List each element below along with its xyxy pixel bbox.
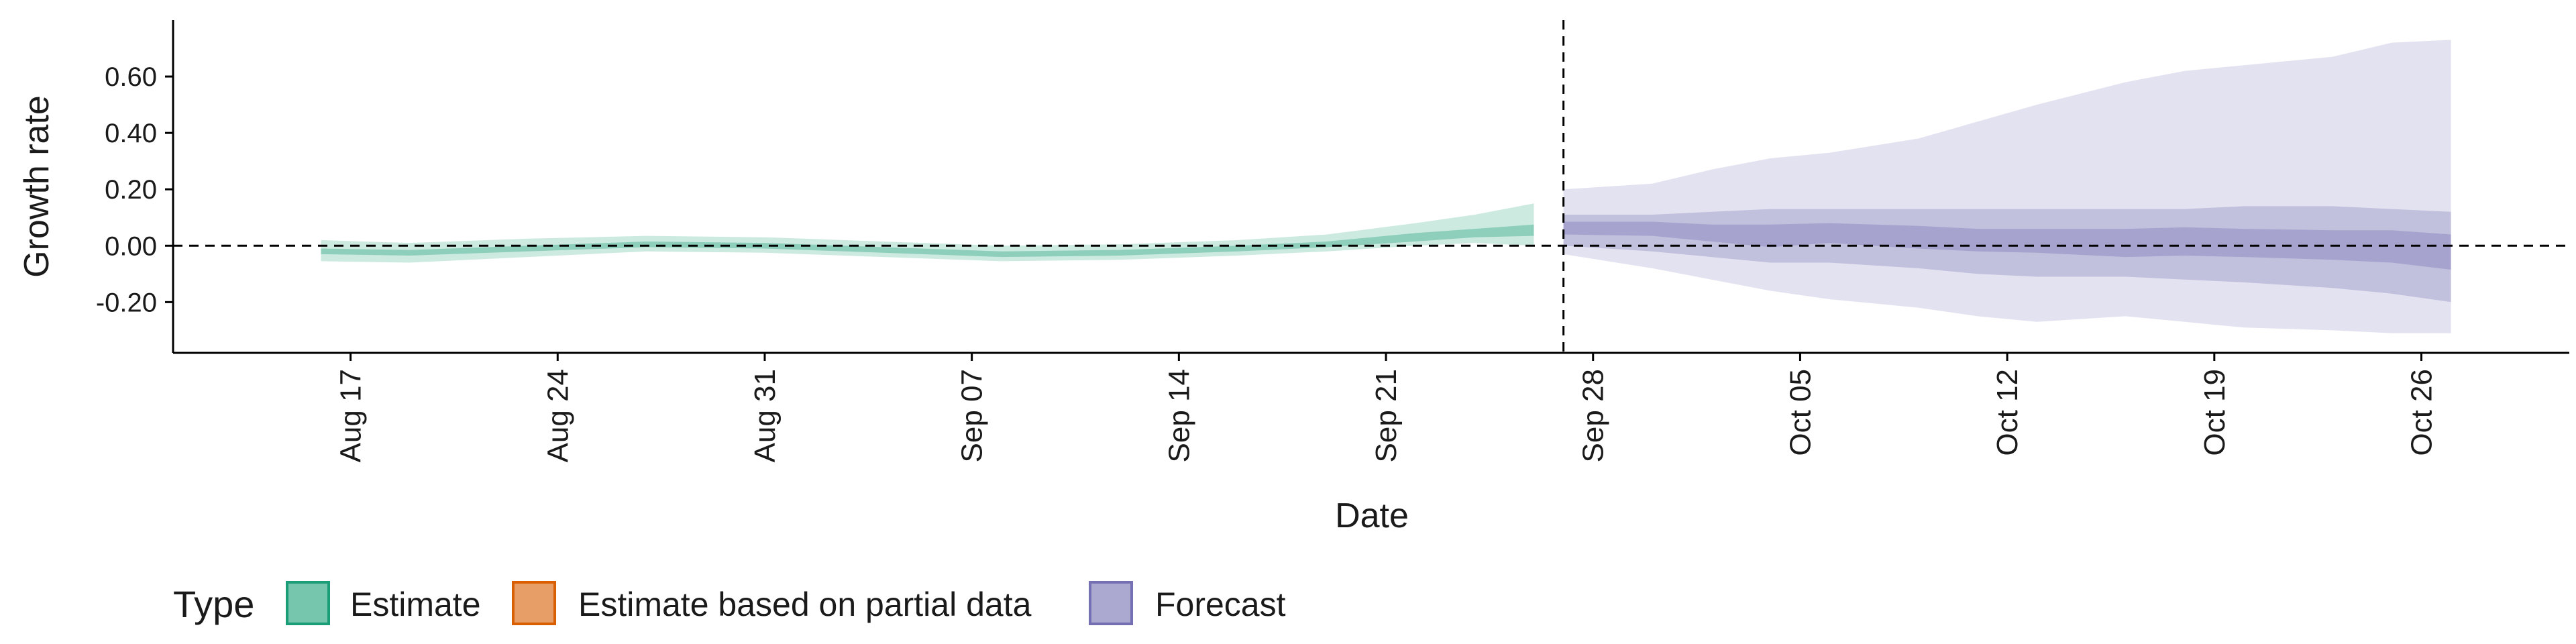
y-axis-title: Growth rate xyxy=(17,95,56,278)
x-tick-label: Oct 12 xyxy=(1991,369,2024,456)
x-tick-label: Oct 26 xyxy=(2406,369,2438,456)
forecast-band-50 xyxy=(1563,221,2451,270)
legend-key xyxy=(286,581,330,625)
y-tick-label: 0.60 xyxy=(105,62,157,92)
ribbon-bands xyxy=(321,40,2451,333)
x-tick-label: Aug 17 xyxy=(335,369,368,462)
x-tick-label: Aug 24 xyxy=(541,369,574,462)
x-axis-title: Date xyxy=(1335,496,1409,535)
x-tick-label: Aug 31 xyxy=(749,369,782,462)
y-tick-label: 0.20 xyxy=(105,175,157,205)
forecast-band-80 xyxy=(1563,206,2451,303)
x-tick-label: Sep 21 xyxy=(1370,369,1403,462)
y-tick-label: -0.20 xyxy=(96,288,157,317)
legend-label: Estimate xyxy=(350,586,481,623)
y-axis-ticks: -0.20 0.00 0.20 0.40 0.60 xyxy=(96,62,173,317)
forecast-band-90 xyxy=(1563,40,2451,333)
x-tick-label: Sep 14 xyxy=(1163,369,1195,462)
estimate-band-50 xyxy=(321,224,1534,258)
x-tick-label: Sep 07 xyxy=(956,369,989,462)
x-axis-ticks: Aug 17 Aug 24 Aug 31 Sep 07 Sep 14 Sep 21 Sep … xyxy=(335,353,2438,462)
x-tick-label: Oct 19 xyxy=(2198,369,2231,456)
legend-title: Type xyxy=(173,583,254,625)
estimate-band-90 xyxy=(321,203,1534,263)
x-tick-label: Sep 28 xyxy=(1577,369,1610,462)
reference-lines xyxy=(173,20,2569,353)
x-tick-label: Oct 05 xyxy=(1784,369,1817,456)
legend-label: Estimate based on partial data xyxy=(578,586,1032,623)
legend: Type Estimate Estimate based on partial d… xyxy=(173,581,1286,625)
legend-label: Forecast xyxy=(1155,586,1286,623)
legend-key xyxy=(1089,581,1133,625)
y-tick-label: 0.00 xyxy=(105,231,157,261)
legend-key xyxy=(512,581,556,625)
y-tick-label: 0.40 xyxy=(105,119,157,148)
